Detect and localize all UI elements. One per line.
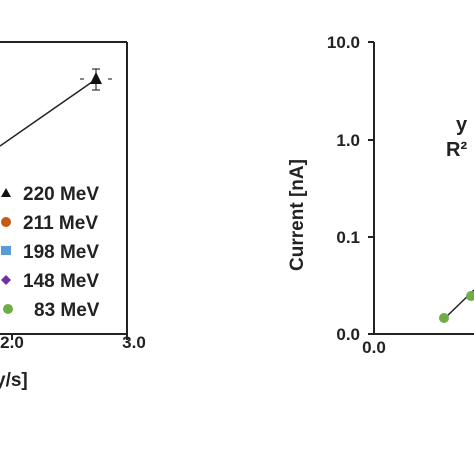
left-chart: 2.0 3.0 y/s] 220 MeV 211 MeV 198 MeV 148… xyxy=(0,41,146,391)
right-point-1 xyxy=(439,313,449,323)
right-annotation-r2: R² xyxy=(446,139,467,161)
right-y-tick-label-0: 0.0 xyxy=(336,325,360,344)
legend-label-220mev: 220 MeV xyxy=(23,184,99,205)
legend-label-198mev: 198 MeV xyxy=(23,242,99,263)
right-y-axis-label: Current [nA] xyxy=(287,159,308,271)
legend-marker-220mev xyxy=(1,188,11,197)
left-point-220mev xyxy=(90,72,102,84)
right-y-tick-label-10: 10.0 xyxy=(327,33,360,52)
legend-marker-211mev xyxy=(1,217,11,227)
right-annotation-y: y xyxy=(456,114,468,136)
legend-marker-148mev xyxy=(1,275,11,285)
left-x-tick-label-3: 3.0 xyxy=(122,333,146,352)
right-y-tick-label-01: 0.1 xyxy=(336,228,360,247)
legend-marker-83mev xyxy=(3,304,13,314)
left-legend: 220 MeV 211 MeV 198 MeV 148 MeV 83 MeV xyxy=(1,184,100,321)
left-trend-line xyxy=(0,81,93,147)
right-chart: 10.0 1.0 0.1 0.0 0.0 Current [nA] y R² xyxy=(287,33,474,357)
legend-marker-198mev xyxy=(1,246,11,255)
left-x-tick-label-2: 2.0 xyxy=(0,333,24,352)
legend-label-148mev: 148 MeV xyxy=(23,271,99,292)
left-x-axis-label: y/s] xyxy=(0,370,28,391)
legend-label-211mev: 211 MeV xyxy=(23,213,98,234)
legend-label-83mev: 83 MeV xyxy=(34,300,100,321)
right-y-tick-label-1: 1.0 xyxy=(336,131,360,150)
right-x-tick-label-0: 0.0 xyxy=(362,338,386,357)
right-point-2 xyxy=(466,291,474,301)
